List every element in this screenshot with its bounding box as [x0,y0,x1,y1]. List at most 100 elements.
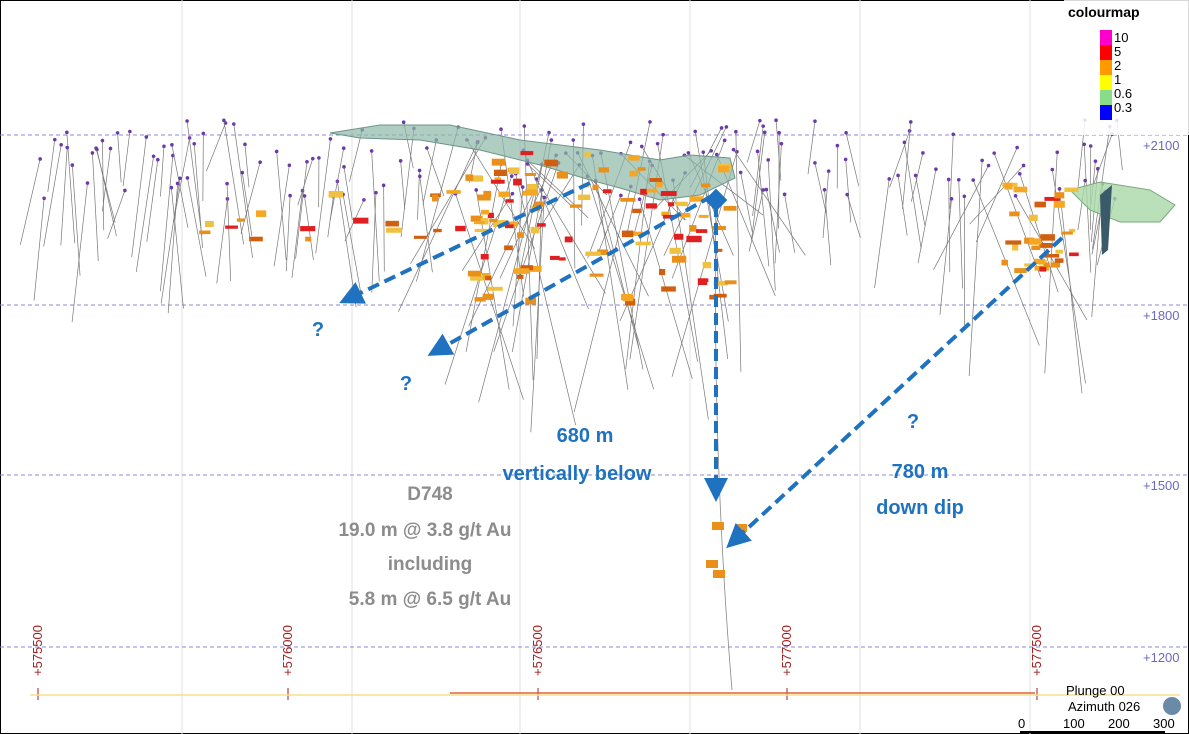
assay [1001,260,1007,266]
collar [823,188,827,192]
collar [94,146,98,150]
assay [474,221,485,224]
annotation: 780 m [892,461,949,483]
legend-label: 0.6 [1114,86,1132,101]
collar [162,144,166,148]
assay [1031,246,1040,250]
collar [766,158,770,162]
assay [1055,258,1064,263]
collar [693,130,697,134]
legend-label: 1 [1114,72,1121,87]
legend-label: 5 [1114,44,1121,59]
legend-label: 10 [1114,30,1128,45]
assay [1039,243,1053,248]
collar [732,148,736,152]
collar [934,167,938,171]
collar [550,138,554,142]
assay [432,194,438,201]
assay [386,228,402,233]
assay [698,278,707,285]
assay [256,210,266,217]
collar [38,157,42,161]
scale-label: 200 [1108,716,1130,731]
collar [1089,144,1093,148]
assay [329,191,344,198]
easting-label: +576000 [280,625,295,676]
collar [774,118,778,122]
collar [65,131,69,135]
assay [1055,250,1062,254]
azimuth: Azimuth 026 [1068,699,1140,714]
collar [763,131,767,135]
assay [638,167,646,170]
assay [481,210,489,215]
collar [765,188,769,192]
assay [712,522,724,530]
collar [629,141,633,145]
collar [510,174,514,178]
collar [1083,179,1087,183]
assay [205,221,214,227]
assay [1004,183,1012,190]
assay [703,262,712,268]
annotation: vertically below [503,463,652,485]
assay [1064,188,1078,192]
collar [845,193,849,197]
collar [950,197,954,201]
collar [399,159,403,163]
collar [947,178,951,182]
collar [739,171,743,175]
assay [585,252,600,256]
assay [483,294,494,300]
assay [1029,215,1038,221]
annotation: 680 m [557,425,614,447]
assay [578,195,590,200]
assay [455,226,466,231]
collar [474,188,478,192]
question-mark: ? [907,411,919,433]
collar [91,151,95,155]
collar [425,146,429,150]
collar [329,137,333,141]
assay [584,152,590,157]
collar [661,133,665,137]
collar [761,124,765,128]
collar [619,194,623,198]
intercept-text: 5.8 m @ 6.5 g/t Au [349,589,511,610]
intercept-text: D748 [407,484,452,505]
collar [522,124,526,128]
assay [603,189,612,193]
collar [723,139,727,143]
collar [225,182,229,186]
assay [446,190,460,194]
globe [1163,697,1181,715]
assay [599,167,609,172]
collar [980,159,984,163]
assay [621,294,632,300]
collar [303,194,307,198]
collar [186,176,190,180]
assay [492,159,506,166]
assay [483,191,491,197]
intercept-text: 19.0 m @ 3.8 g/t Au [338,520,511,541]
collar [813,119,817,123]
collar [370,149,374,153]
collar [758,119,762,123]
collar [362,198,366,202]
collar [987,164,991,168]
collar [813,161,817,165]
assay [550,256,560,260]
collar [342,165,346,169]
assay [525,173,536,176]
legend-label: 2 [1114,58,1121,73]
assay [659,269,665,275]
assay [531,227,540,234]
easting-label: +577500 [1029,625,1044,676]
assay [713,570,725,578]
legend-swatch [1100,30,1112,45]
frame [1,1,1189,734]
assay [505,199,513,202]
collar [65,146,69,150]
section-view: +2100+1800+1500+1200+575500+576000+57650… [0,0,1189,734]
assay [465,174,473,180]
